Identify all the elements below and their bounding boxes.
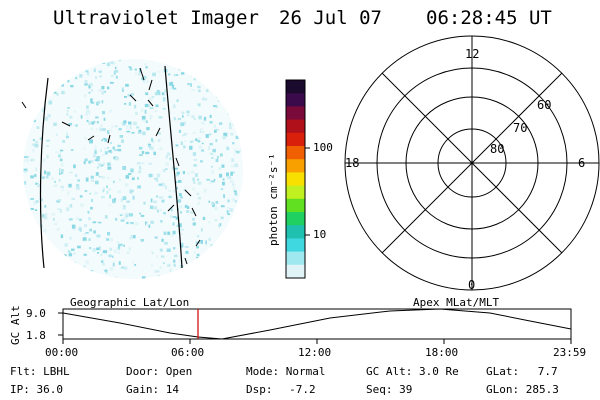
mlt-label-6: 6 <box>578 156 586 170</box>
status-glon: GLon: 285.3 <box>486 383 559 396</box>
x-tick-0600: 06:00 <box>171 346 205 359</box>
colorbar-band <box>286 172 305 187</box>
status-mode: Mode: Normal <box>246 365 326 378</box>
colorbar-band <box>286 264 305 279</box>
status-gain: Gain: 14 <box>126 383 179 396</box>
status-glat: GLat: 7.7 <box>486 365 558 378</box>
colorbar-band <box>286 198 305 213</box>
colorbar-unit-label: photon cm⁻²s⁻¹ <box>267 153 280 246</box>
colorbar-band <box>286 238 305 253</box>
mlt-label-0: 0 <box>468 278 476 292</box>
altitude-y-label: GC Alt <box>9 305 22 345</box>
mlt-label-18: 18 <box>345 156 360 170</box>
uv-image-disc <box>21 59 243 279</box>
colorbar-band <box>286 212 305 226</box>
x-tick-2359: 23:59 <box>553 346 587 359</box>
status-seq: Seq: 39 <box>366 383 413 396</box>
colorbar-band <box>286 132 305 147</box>
colorbar-band <box>286 251 305 266</box>
lat-label-70: 70 <box>513 121 528 135</box>
status-gc-alt: GC Alt: 3.0 Re <box>366 365 459 378</box>
altitude-right-title: Apex MLat/MLT <box>413 296 500 309</box>
instrument-title: Ultraviolet Imager <box>53 7 259 29</box>
altitude-y-tick-bottom: 1.8 <box>26 329 46 342</box>
observation-time: 06:28:45 UT <box>426 7 552 29</box>
colorbar-tick-100: 100 <box>313 141 333 154</box>
status-door: Door: Open <box>126 365 193 378</box>
observation-date: 26 Jul 07 <box>279 7 382 29</box>
polar-grid <box>344 35 600 291</box>
lat-label-60: 60 <box>537 98 552 112</box>
colorbar-band <box>286 185 305 200</box>
colorbar-band <box>286 146 305 160</box>
colorbar <box>285 79 310 279</box>
x-tick-1200: 12:00 <box>298 346 332 359</box>
colorbar-band <box>286 225 305 239</box>
mlt-label-12: 12 <box>465 47 480 61</box>
altitude-y-tick-top: 9.0 <box>26 307 46 320</box>
lat-label-80: 80 <box>490 142 505 156</box>
altitude-left-title: Geographic Lat/Lon <box>70 296 190 309</box>
colorbar-band <box>286 119 305 134</box>
altitude-plot <box>58 308 572 344</box>
colorbar-band <box>286 159 305 173</box>
x-tick-0000: 00:00 <box>45 346 79 359</box>
uv-contour-marks <box>21 67 201 265</box>
colorbar-band <box>286 93 305 107</box>
x-tick-1800: 18:00 <box>425 346 459 359</box>
status-ip: IP: 36.0 <box>10 383 63 396</box>
status-filter: Flt: LBHL <box>10 365 70 378</box>
colorbar-tick-10: 10 <box>313 228 327 241</box>
status-dsp: Dsp: -7.2 <box>246 383 316 396</box>
colorbar-band <box>286 106 305 121</box>
colorbar-band <box>286 80 305 94</box>
